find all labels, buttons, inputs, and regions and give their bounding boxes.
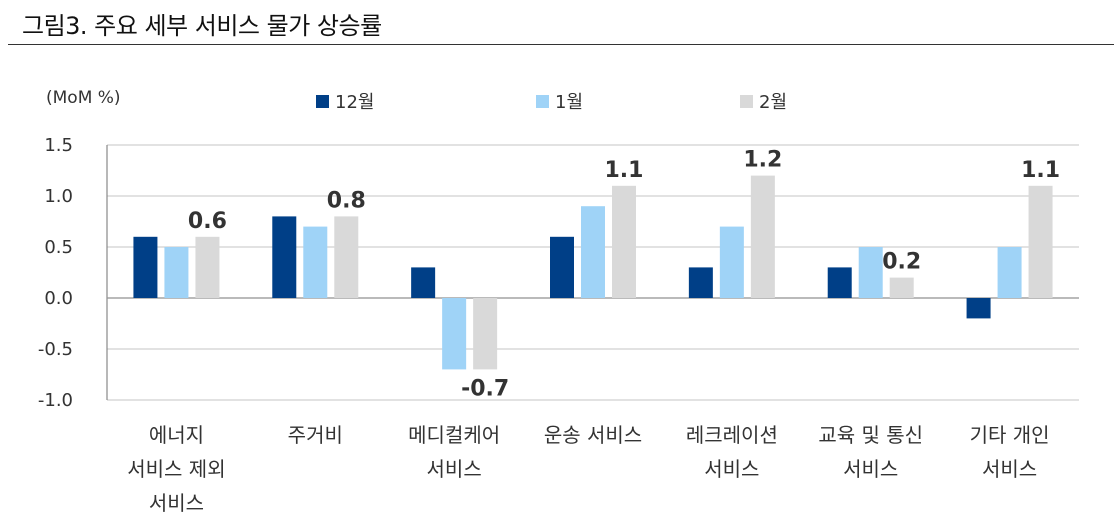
x-category-label: 에너지 <box>149 423 204 447</box>
data-label: -0.7 <box>461 376 509 401</box>
legend-swatch-12월 <box>316 95 329 108</box>
data-label: 0.6 <box>188 209 227 234</box>
bar-1월-1 <box>303 226 328 298</box>
y-tick-label: -1.0 <box>38 390 73 411</box>
bar-1월-5 <box>858 247 883 298</box>
legend-label-1월: 1월 <box>555 92 583 113</box>
title-rule <box>8 44 1114 45</box>
legend-label-2월: 2월 <box>759 92 787 113</box>
y-tick-label: 1.0 <box>44 186 73 207</box>
data-label: 1.2 <box>743 148 782 173</box>
x-category-label: 교육 및 통신 <box>818 423 923 447</box>
bar-2월-1 <box>334 216 359 298</box>
bar-12월-2 <box>411 267 436 298</box>
bar-2월-6 <box>1028 185 1053 298</box>
bar-12월-3 <box>550 236 574 298</box>
x-category-label: 운송 서비스 <box>544 423 642 447</box>
x-category-label: 서비스 <box>843 457 898 481</box>
bar-2월-5 <box>889 277 914 298</box>
bar-1월-2 <box>442 298 467 370</box>
data-label: 0.8 <box>327 188 366 213</box>
data-label: 0.2 <box>882 250 921 275</box>
bar-1월-4 <box>719 226 744 298</box>
bar-12월-6 <box>966 298 991 319</box>
bar-12월-1 <box>272 216 297 298</box>
y-unit-label: (MoM %) <box>46 88 121 108</box>
bar-2월-2 <box>473 298 498 370</box>
bar-1월-0 <box>164 247 189 298</box>
x-category-label: 서비스 <box>149 491 204 515</box>
data-label: 1.1 <box>605 158 644 183</box>
data-label: 1.1 <box>1021 158 1060 183</box>
bar-2월-3 <box>612 185 636 298</box>
bar-2월-0 <box>195 236 220 298</box>
x-category-label: 서비스 <box>982 457 1037 481</box>
bar-1월-6 <box>997 247 1022 298</box>
y-tick-label: 1.5 <box>44 135 73 156</box>
bar-2월-4 <box>750 175 775 298</box>
y-tick-label: -0.5 <box>38 339 73 360</box>
x-category-label: 서비스 제외 <box>127 457 225 481</box>
chart-title: 그림3. 주요 세부 서비스 물가 상승률 <box>22 12 382 40</box>
legend-swatch-1월 <box>536 95 549 108</box>
legend-label-12월: 12월 <box>335 92 374 113</box>
bar-1월-3 <box>581 206 605 298</box>
legend-swatch-2월 <box>740 95 753 108</box>
bar-12월-0 <box>133 236 158 298</box>
y-tick-label: 0.5 <box>44 237 73 258</box>
x-category-label: 서비스 <box>427 457 482 481</box>
bar-12월-4 <box>688 267 713 298</box>
y-tick-label: 0.0 <box>44 288 73 309</box>
x-category-label: 기타 개인 <box>970 423 1050 447</box>
x-category-label: 주거비 <box>288 423 343 447</box>
x-category-label: 메디컬케어 <box>408 423 500 447</box>
x-category-label: 레크레이션 <box>686 423 778 447</box>
bar-12월-5 <box>827 267 852 298</box>
x-category-label: 서비스 <box>704 457 759 481</box>
